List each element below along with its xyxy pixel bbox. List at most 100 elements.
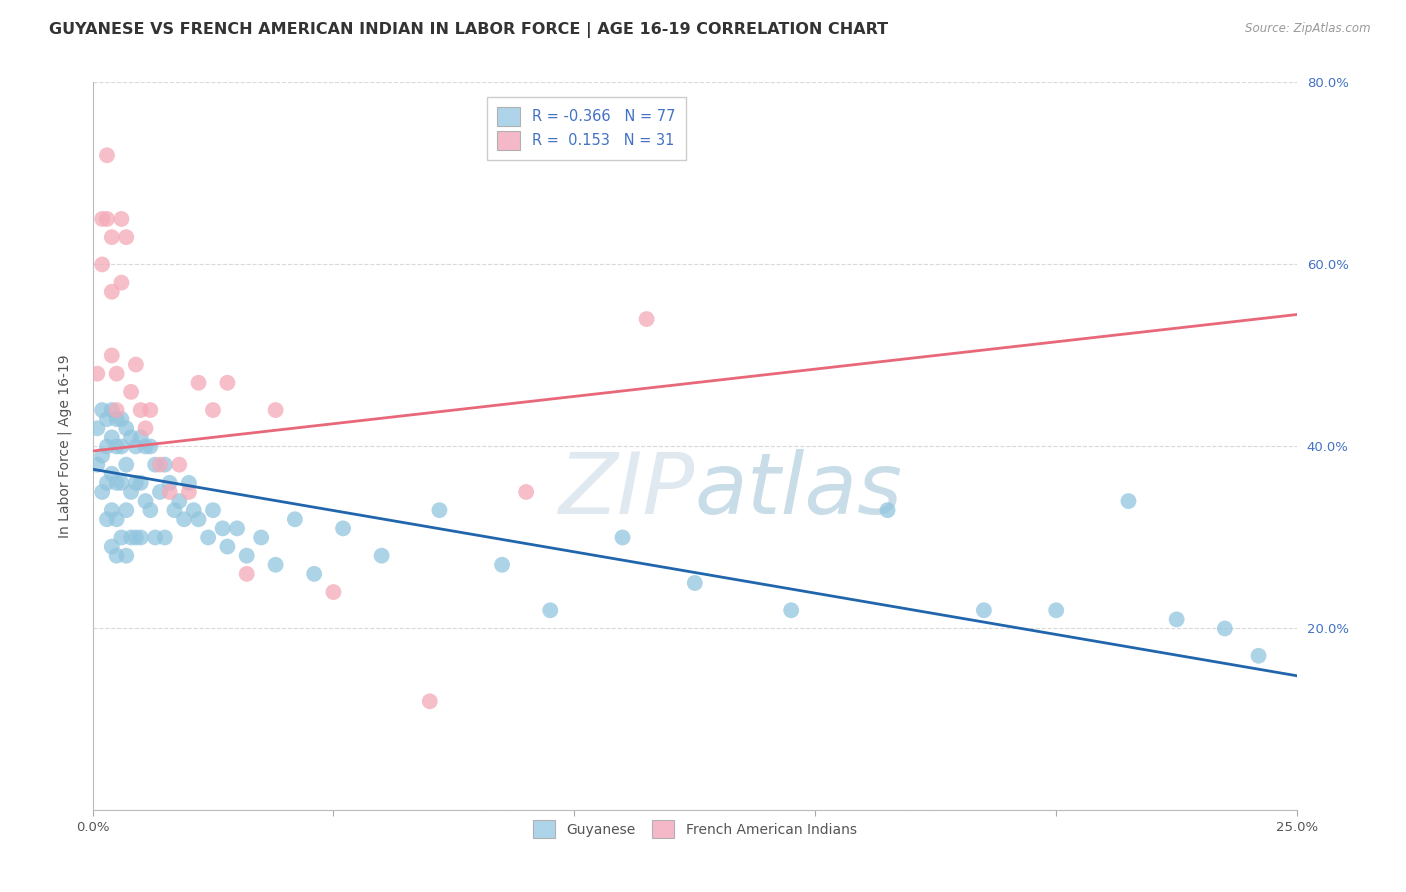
Point	[139, 403, 162, 417]
Point	[1045, 603, 1067, 617]
Point	[110, 531, 132, 545]
Point	[125, 440, 148, 454]
Point	[120, 531, 142, 545]
Point	[264, 558, 287, 572]
Point	[96, 211, 118, 226]
Point	[167, 494, 190, 508]
Point	[332, 521, 354, 535]
Point	[159, 485, 181, 500]
Point	[491, 558, 513, 572]
Point	[370, 549, 392, 563]
Point	[780, 603, 803, 617]
Point	[683, 576, 706, 591]
Point	[125, 531, 148, 545]
Point	[115, 503, 138, 517]
Point	[101, 430, 124, 444]
Point	[183, 503, 205, 517]
Point	[101, 467, 124, 481]
Point	[284, 512, 307, 526]
Point	[115, 549, 138, 563]
Text: atlas: atlas	[695, 449, 903, 532]
Point	[120, 485, 142, 500]
Point	[120, 430, 142, 444]
Point	[187, 512, 209, 526]
Point	[96, 475, 118, 490]
Point	[91, 449, 114, 463]
Point	[129, 475, 152, 490]
Point	[139, 503, 162, 517]
Point	[101, 348, 124, 362]
Point	[226, 521, 249, 535]
Point	[177, 485, 200, 500]
Point	[302, 566, 325, 581]
Point	[159, 475, 181, 490]
Point	[105, 475, 128, 490]
Point	[515, 485, 537, 500]
Point	[973, 603, 995, 617]
Point	[96, 512, 118, 526]
Point	[201, 503, 224, 517]
Point	[110, 276, 132, 290]
Point	[105, 512, 128, 526]
Point	[105, 412, 128, 426]
Point	[419, 694, 441, 708]
Point	[1247, 648, 1270, 663]
Point	[429, 503, 451, 517]
Point	[153, 531, 176, 545]
Point	[149, 485, 172, 500]
Point	[125, 358, 148, 372]
Point	[134, 494, 156, 508]
Point	[1118, 494, 1140, 508]
Point	[125, 475, 148, 490]
Point	[264, 403, 287, 417]
Point	[110, 475, 132, 490]
Point	[101, 403, 124, 417]
Point	[143, 458, 166, 472]
Point	[149, 458, 172, 472]
Point	[322, 585, 344, 599]
Point	[250, 531, 273, 545]
Point	[110, 412, 132, 426]
Point	[101, 503, 124, 517]
Text: GUYANESE VS FRENCH AMERICAN INDIAN IN LABOR FORCE | AGE 16-19 CORRELATION CHART: GUYANESE VS FRENCH AMERICAN INDIAN IN LA…	[49, 22, 889, 38]
Point	[134, 440, 156, 454]
Point	[129, 430, 152, 444]
Point	[91, 211, 114, 226]
Point	[217, 540, 239, 554]
Point	[134, 421, 156, 435]
Point	[105, 403, 128, 417]
Point	[235, 549, 257, 563]
Point	[105, 549, 128, 563]
Legend: Guyanese, French American Indians: Guyanese, French American Indians	[527, 814, 862, 844]
Point	[139, 440, 162, 454]
Point	[110, 440, 132, 454]
Point	[91, 257, 114, 271]
Point	[201, 403, 224, 417]
Point	[96, 440, 118, 454]
Point	[101, 540, 124, 554]
Text: Source: ZipAtlas.com: Source: ZipAtlas.com	[1246, 22, 1371, 36]
Point	[86, 421, 108, 435]
Point	[129, 403, 152, 417]
Point	[235, 566, 257, 581]
Point	[91, 485, 114, 500]
Point	[105, 367, 128, 381]
Point	[86, 367, 108, 381]
Point	[167, 458, 190, 472]
Point	[110, 211, 132, 226]
Point	[115, 421, 138, 435]
Point	[101, 230, 124, 244]
Point	[86, 458, 108, 472]
Point	[163, 503, 186, 517]
Point	[197, 531, 219, 545]
Point	[101, 285, 124, 299]
Point	[217, 376, 239, 390]
Point	[115, 230, 138, 244]
Point	[187, 376, 209, 390]
Y-axis label: In Labor Force | Age 16-19: In Labor Force | Age 16-19	[58, 355, 72, 538]
Point	[96, 148, 118, 162]
Point	[538, 603, 561, 617]
Point	[1213, 622, 1236, 636]
Text: ZIP: ZIP	[558, 449, 695, 532]
Point	[129, 531, 152, 545]
